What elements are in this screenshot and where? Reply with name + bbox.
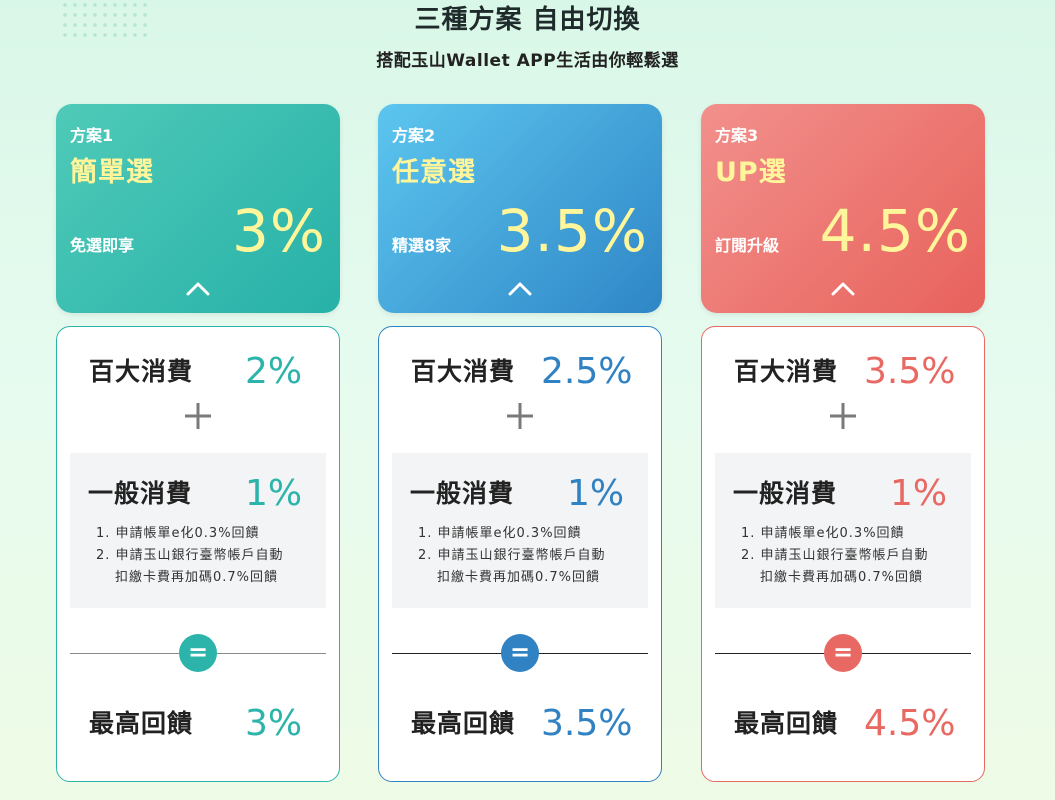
max-reward-pct: 3% — [245, 703, 303, 744]
general-spending-label: 一般消費 — [410, 479, 515, 508]
max-reward-label: 最高回饋 — [89, 709, 194, 738]
general-spending-pct: 1% — [245, 473, 303, 514]
page-title: 三種方案 自由切換 — [414, 5, 641, 35]
general-spending-box: 一般消費 1% 1. 申請帳單e化0.3%回饋 2. 申請玉山銀行臺幣帳戶自動 … — [70, 453, 326, 608]
equals-icon: = — [179, 634, 217, 672]
general-spending-row: 一般消費 1% — [392, 471, 648, 517]
equals-icon: = — [501, 634, 539, 672]
top-spending-label: 百大消費 — [734, 357, 839, 386]
note-item: 2. 申請玉山銀行臺幣帳戶自動 — [418, 548, 606, 563]
plus-icon — [830, 403, 856, 429]
general-spending-notes: 1. 申請帳單e化0.3%回饋 2. 申請玉山銀行臺幣帳戶自動 扣繳卡費再加碼0… — [741, 523, 929, 589]
note-item: 2. 申請玉山銀行臺幣帳戶自動 — [741, 548, 929, 563]
plan-number: 方案1 — [70, 126, 114, 145]
plan-card-1[interactable]: 方案1 簡單選 免選即享 3% — [56, 104, 340, 313]
plus-icon — [185, 403, 211, 429]
general-spending-box: 一般消費 1% 1. 申請帳單e化0.3%回饋 2. 申請玉山銀行臺幣帳戶自動 … — [715, 453, 971, 608]
plan-column-2: 方案2 任意選 精選8家 3.5% 百大消費 2.5% 一般消費 1% 1. 申… — [378, 104, 662, 782]
max-reward-row: 最高回饋 3% — [57, 701, 339, 747]
note-item-continued: 扣繳卡費再加碼0.7%回饋 — [115, 570, 279, 585]
plan-detail-card-1: 百大消費 2% 一般消費 1% 1. 申請帳單e化0.3%回饋 2. 申請玉山銀… — [56, 326, 340, 782]
chevron-up-icon[interactable] — [508, 276, 532, 300]
page-subtitle: 搭配玉山Wallet APP生活由你輕鬆選 — [376, 51, 679, 71]
plan-name: 簡單選 — [70, 157, 154, 188]
note-item: 1. 申請帳單e化0.3%回饋 — [741, 526, 905, 541]
top-spending-row: 百大消費 2.5% — [379, 349, 661, 395]
decorative-dots — [60, 0, 150, 40]
plan-column-3: 方案3 UP選 訂閱升級 4.5% 百大消費 3.5% 一般消費 1% 1. 申… — [701, 104, 985, 782]
plan-detail-card-2: 百大消費 2.5% 一般消費 1% 1. 申請帳單e化0.3%回饋 2. 申請玉… — [378, 326, 662, 782]
general-spending-notes: 1. 申請帳單e化0.3%回饋 2. 申請玉山銀行臺幣帳戶自動 扣繳卡費再加碼0… — [96, 523, 284, 589]
top-spending-row: 百大消費 2% — [57, 349, 339, 395]
general-spending-box: 一般消費 1% 1. 申請帳單e化0.3%回饋 2. 申請玉山銀行臺幣帳戶自動 … — [392, 453, 648, 608]
chevron-up-icon[interactable] — [831, 276, 855, 300]
top-spending-pct: 2.5% — [541, 351, 633, 392]
plan-detail-card-3: 百大消費 3.5% 一般消費 1% 1. 申請帳單e化0.3%回饋 2. 申請玉… — [701, 326, 985, 782]
plan-rate: 3% — [231, 197, 326, 265]
page-header: 三種方案 自由切換 搭配玉山Wallet APP生活由你輕鬆選 — [0, 4, 1055, 71]
general-spending-label: 一般消費 — [88, 479, 193, 508]
note-item-continued: 扣繳卡費再加碼0.7%回饋 — [760, 570, 924, 585]
plan-column-1: 方案1 簡單選 免選即享 3% 百大消費 2% 一般消費 1% 1. 申請帳單e… — [56, 104, 340, 782]
general-spending-row: 一般消費 1% — [715, 471, 971, 517]
max-reward-label: 最高回饋 — [411, 709, 516, 738]
max-reward-label: 最高回饋 — [734, 709, 839, 738]
top-spending-row: 百大消費 3.5% — [702, 349, 984, 395]
note-item-continued: 扣繳卡費再加碼0.7%回饋 — [437, 570, 601, 585]
plan-subtitle: 訂閱升級 — [715, 236, 780, 255]
plan-card-3[interactable]: 方案3 UP選 訂閱升級 4.5% — [701, 104, 985, 313]
plan-name: 任意選 — [392, 157, 476, 188]
plus-icon — [507, 403, 533, 429]
note-item: 2. 申請玉山銀行臺幣帳戶自動 — [96, 548, 284, 563]
note-item: 1. 申請帳單e化0.3%回饋 — [418, 526, 582, 541]
top-spending-label: 百大消費 — [89, 357, 194, 386]
general-spending-notes: 1. 申請帳單e化0.3%回饋 2. 申請玉山銀行臺幣帳戶自動 扣繳卡費再加碼0… — [418, 523, 606, 589]
equals-icon: = — [824, 634, 862, 672]
plan-subtitle: 免選即享 — [70, 236, 135, 255]
max-reward-row: 最高回饋 3.5% — [379, 701, 661, 747]
max-reward-row: 最高回饋 4.5% — [702, 701, 984, 747]
top-spending-label: 百大消費 — [411, 357, 516, 386]
chevron-up-icon[interactable] — [186, 276, 210, 300]
general-spending-row: 一般消費 1% — [70, 471, 326, 517]
plan-rate: 3.5% — [496, 197, 648, 265]
plan-subtitle: 精選8家 — [392, 236, 452, 255]
max-reward-pct: 4.5% — [864, 703, 956, 744]
plan-card-2[interactable]: 方案2 任意選 精選8家 3.5% — [378, 104, 662, 313]
plan-number: 方案3 — [715, 126, 759, 145]
plan-number: 方案2 — [392, 126, 436, 145]
note-item: 1. 申請帳單e化0.3%回饋 — [96, 526, 260, 541]
plan-rate: 4.5% — [819, 197, 971, 265]
general-spending-label: 一般消費 — [733, 479, 838, 508]
general-spending-pct: 1% — [567, 473, 625, 514]
top-spending-pct: 2% — [245, 351, 303, 392]
top-spending-pct: 3.5% — [864, 351, 956, 392]
plan-name: UP選 — [715, 157, 787, 188]
max-reward-pct: 3.5% — [541, 703, 633, 744]
general-spending-pct: 1% — [890, 473, 948, 514]
